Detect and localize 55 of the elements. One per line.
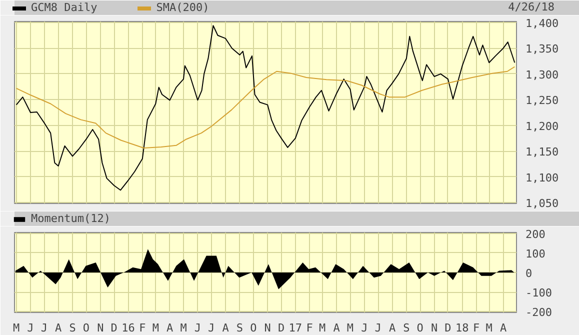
y-tick-label: 1,350 xyxy=(526,42,559,56)
y-tick-label: 200 xyxy=(526,228,546,241)
y-tick-label: 1,250 xyxy=(526,94,559,108)
x-tick-label: M xyxy=(13,322,20,334)
y-tick-label: -100 xyxy=(526,286,552,300)
x-tick-label: J xyxy=(27,322,34,334)
x-tick-label: S xyxy=(403,322,410,334)
x-tick-label: M xyxy=(486,322,493,334)
x-tick-label: F xyxy=(139,322,146,334)
x-tick-label: 17 xyxy=(288,322,302,334)
x-tick-label: 18 xyxy=(456,322,469,334)
x-tick-label: N xyxy=(264,322,271,334)
x-tick-label: F xyxy=(306,322,313,334)
x-tick-label: O xyxy=(82,322,90,334)
x-tick-label: M xyxy=(152,322,160,334)
x-tick-label: N xyxy=(430,322,438,334)
x-tick-label: D xyxy=(110,322,118,334)
x-tick-label: M xyxy=(319,322,326,334)
x-tick-label: J xyxy=(40,322,48,334)
y-tick-label: 1,400 xyxy=(526,17,559,30)
x-tick-label: A xyxy=(388,322,396,334)
y-tick-label: 1,100 xyxy=(526,171,559,184)
text: 4/26/18 xyxy=(508,0,554,14)
x-tick-label: A xyxy=(166,322,174,334)
x-tick-label: S xyxy=(69,322,76,334)
x-tick-label: M xyxy=(180,322,188,334)
x-tick-label: J xyxy=(208,322,215,334)
x-tick-label: A xyxy=(500,322,507,334)
y-tick-label: 1,150 xyxy=(526,146,559,159)
x-tick-label: S xyxy=(236,322,244,334)
x-tick-label: J xyxy=(361,322,368,334)
y-tick-label: -200 xyxy=(526,306,552,320)
x-tick-label: A xyxy=(333,322,340,334)
x-tick-label: M xyxy=(346,322,354,334)
x-tick-label: A xyxy=(55,322,62,334)
y-tick-label: 1,200 xyxy=(526,120,559,133)
x-tick-label: N xyxy=(97,322,104,334)
x-tick-label: J xyxy=(374,322,382,334)
x-tick-label: A xyxy=(222,322,230,334)
x-tick-label: D xyxy=(278,322,285,334)
x-tick-label: D xyxy=(444,322,452,334)
legend-label: SMA(200) xyxy=(156,1,210,14)
y-tick-label: 1,050 xyxy=(526,196,559,210)
x-tick-label: O xyxy=(250,322,257,334)
y-tick-label: 0 xyxy=(526,267,532,280)
x-tick-label: J xyxy=(194,322,201,334)
line-series xyxy=(16,25,516,191)
line-series xyxy=(16,66,516,148)
legend-label: GCM8 Daily xyxy=(31,1,98,14)
x-tick-label: 16 xyxy=(122,322,135,334)
x-tick-label: F xyxy=(472,322,480,334)
legend-label: Momentum(12) xyxy=(31,212,110,225)
y-tick-label: 1,300 xyxy=(526,68,559,82)
x-tick-label: O xyxy=(416,322,424,334)
y-tick-label: 100 xyxy=(526,247,546,260)
